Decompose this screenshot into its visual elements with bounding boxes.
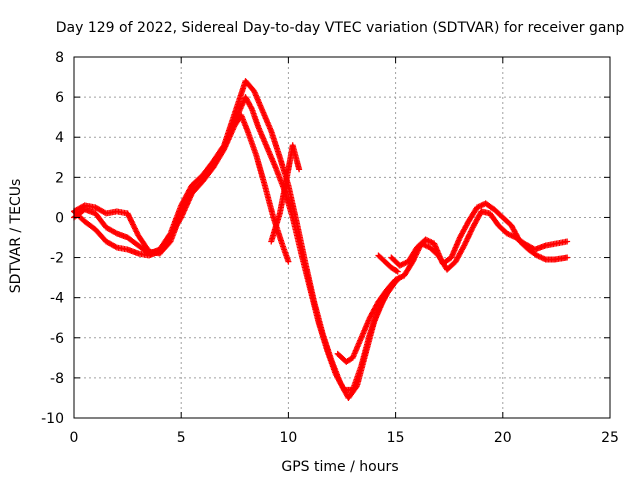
x-tick-label: 15 bbox=[387, 430, 405, 446]
plot-border bbox=[73, 56, 611, 419]
x-tick-label: 0 bbox=[70, 430, 79, 446]
grid-lines bbox=[74, 57, 610, 418]
data-point bbox=[112, 229, 119, 236]
data-point bbox=[394, 268, 401, 275]
chart-title: Day 129 of 2022, Sidereal Day-to-day VTE… bbox=[56, 20, 625, 36]
y-axis-label: SDTVAR / TECUs bbox=[8, 179, 24, 294]
series-track-3 bbox=[71, 112, 292, 265]
data-point bbox=[296, 166, 303, 173]
series-track-6 bbox=[388, 200, 571, 269]
data-point bbox=[112, 243, 119, 250]
x-tick-label: 10 bbox=[279, 430, 297, 446]
series-track-7 bbox=[375, 252, 401, 275]
data-point bbox=[285, 258, 292, 265]
y-tick-label: -6 bbox=[50, 331, 64, 347]
series-track-4 bbox=[268, 142, 303, 245]
x-tick-label: 25 bbox=[601, 430, 619, 446]
data-layer bbox=[71, 78, 571, 401]
data-point bbox=[564, 238, 571, 245]
y-tick-label: 4 bbox=[55, 130, 64, 146]
x-tick-label: 20 bbox=[494, 430, 512, 446]
y-tick-label: 2 bbox=[55, 170, 64, 186]
y-tick-label: 0 bbox=[55, 210, 64, 226]
y-tick-label: 6 bbox=[55, 90, 64, 106]
y-tick-label: -2 bbox=[50, 251, 64, 267]
y-tick-label: -8 bbox=[50, 371, 64, 387]
y-tick-label: -4 bbox=[50, 291, 64, 307]
data-point bbox=[393, 267, 400, 274]
series-track-5 bbox=[334, 208, 571, 365]
y-tick-label: -10 bbox=[41, 411, 64, 427]
x-tick-label: 5 bbox=[177, 430, 186, 446]
data-point bbox=[248, 104, 255, 111]
axis-ticks: 0 5 10 15 20 25 -10 -8 -6 -4 -2 0 2 4 6 8 bbox=[41, 50, 619, 446]
y-tick-label: 8 bbox=[55, 50, 64, 66]
data-point bbox=[564, 254, 571, 261]
data-point bbox=[353, 384, 360, 391]
x-axis-label: GPS time / hours bbox=[281, 459, 398, 475]
